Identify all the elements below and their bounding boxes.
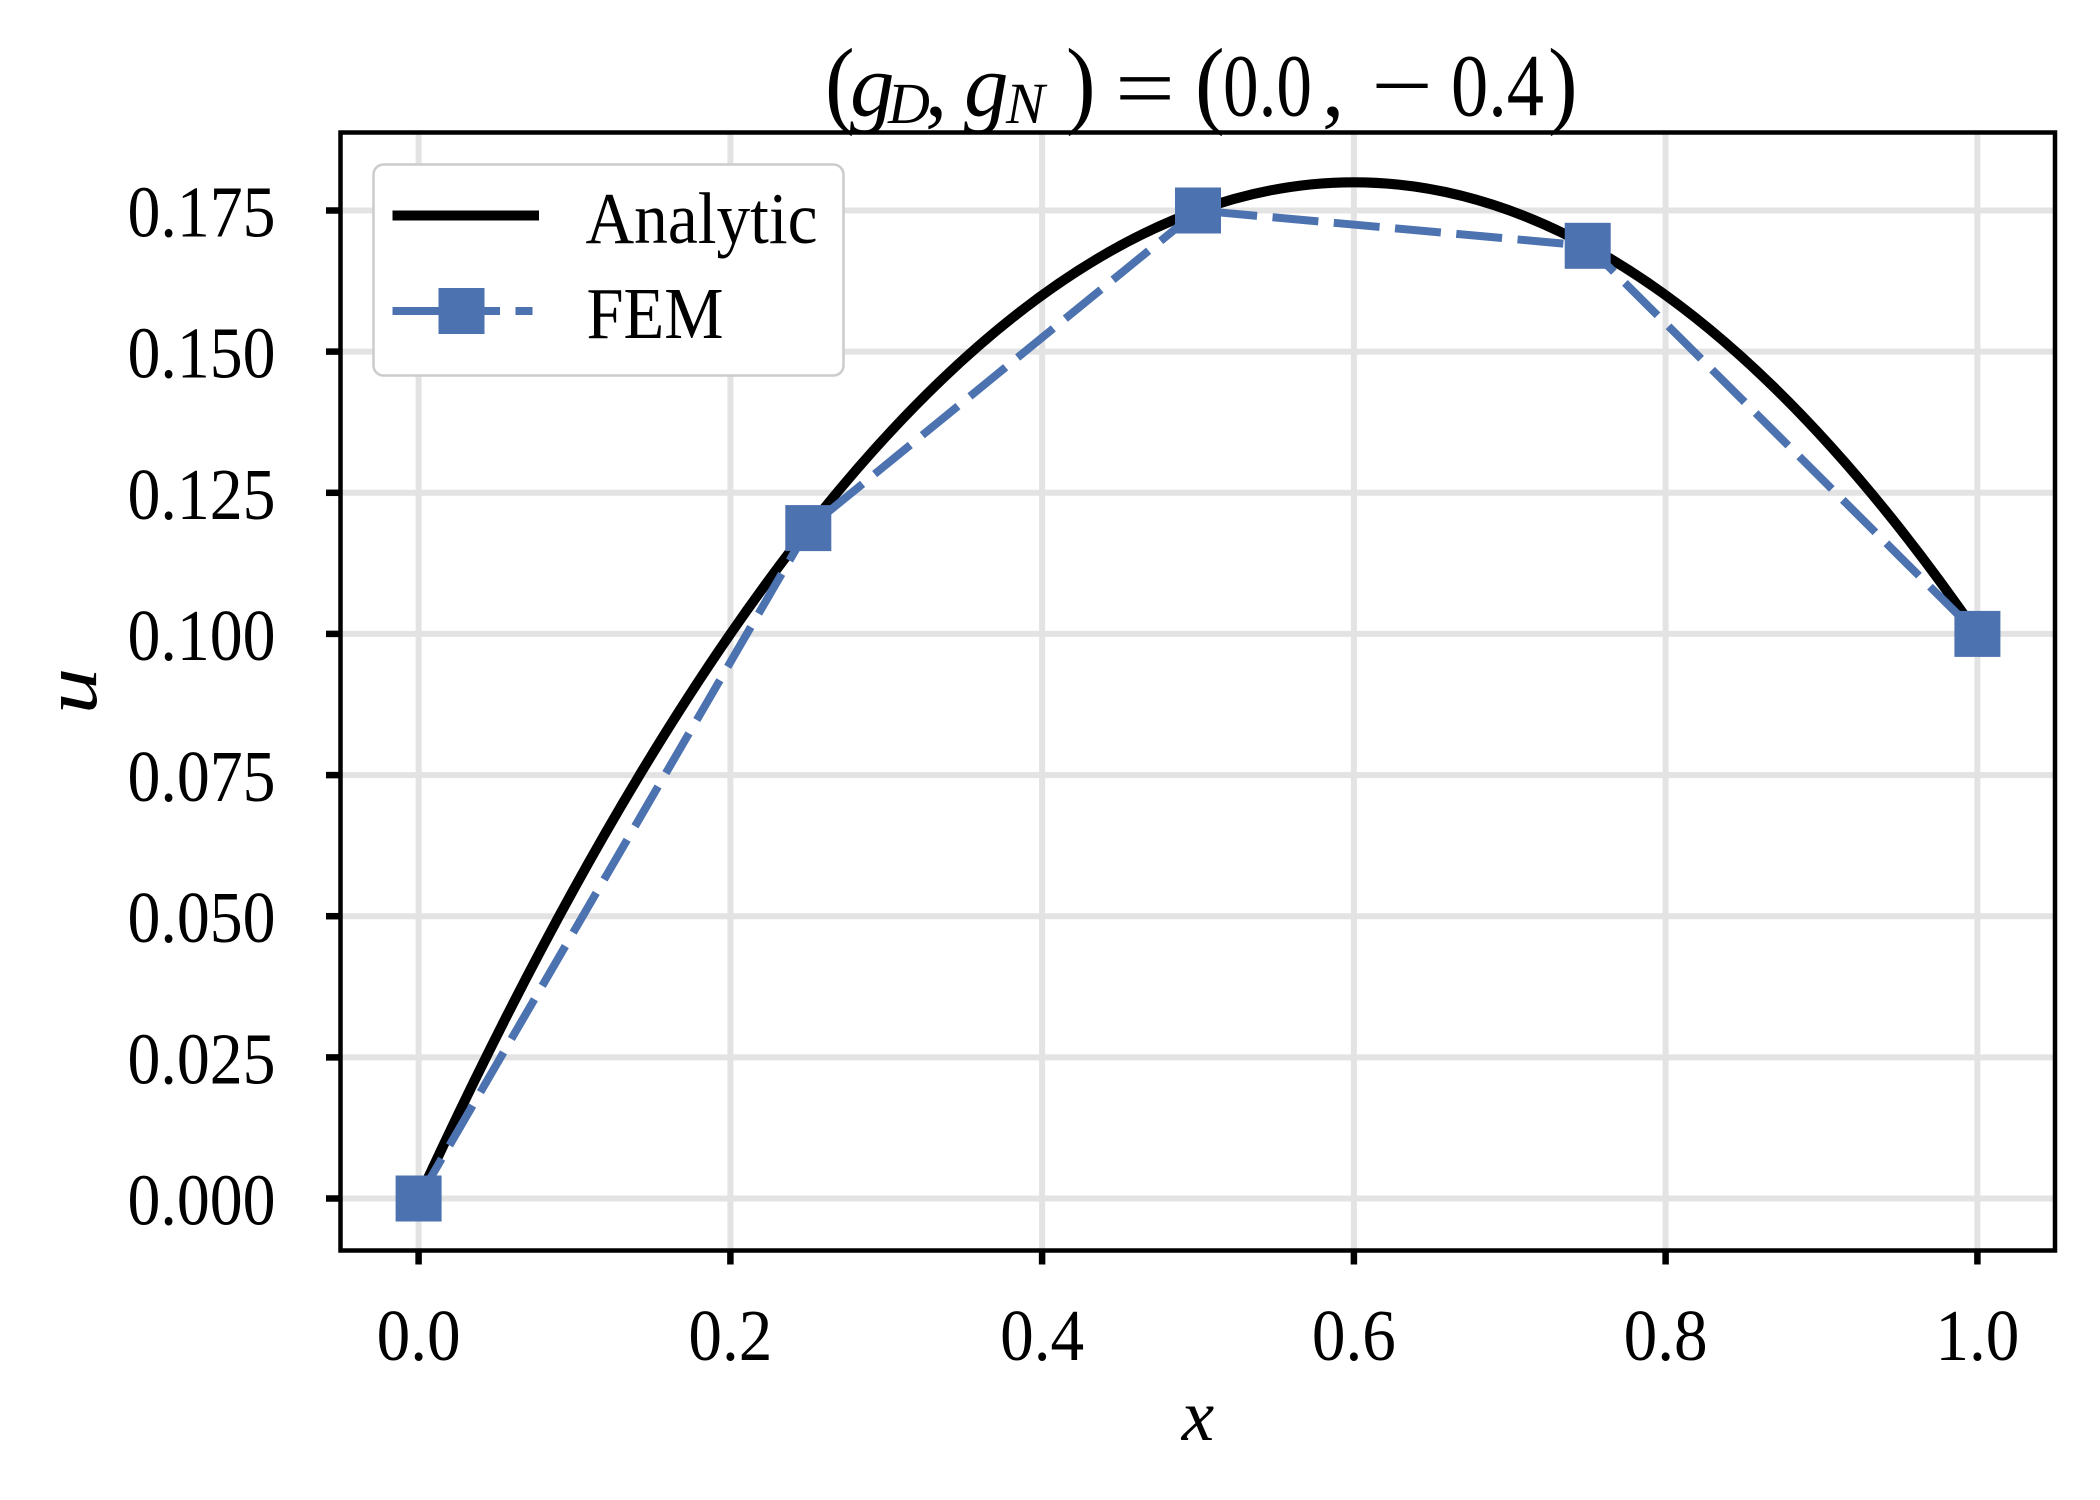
svg-text:0.050: 0.050 xyxy=(128,877,276,958)
svg-text:D: D xyxy=(887,71,930,136)
svg-text:0.2: 0.2 xyxy=(688,1295,772,1376)
svg-text:(: ( xyxy=(825,30,855,138)
svg-text:0.4: 0.4 xyxy=(1000,1295,1084,1376)
svg-text:0.150: 0.150 xyxy=(128,313,276,394)
svg-text:g: g xyxy=(964,38,1009,136)
svg-text:−: − xyxy=(1371,38,1433,136)
svg-text:0.175: 0.175 xyxy=(128,172,276,253)
svg-text:Analytic: Analytic xyxy=(586,178,818,259)
svg-text:0.4: 0.4 xyxy=(1451,38,1544,136)
svg-text:x: x xyxy=(1181,1375,1214,1456)
svg-text:0.025: 0.025 xyxy=(128,1018,276,1099)
svg-text:,: , xyxy=(925,38,947,136)
svg-text:0.0: 0.0 xyxy=(1223,38,1312,136)
svg-text:0.8: 0.8 xyxy=(1624,1295,1708,1376)
svg-text:0.6: 0.6 xyxy=(1312,1295,1396,1376)
svg-text:): ) xyxy=(1548,30,1578,138)
svg-text:N: N xyxy=(1005,71,1048,136)
svg-text:1.0: 1.0 xyxy=(1935,1295,2019,1376)
svg-text:): ) xyxy=(1066,30,1096,138)
svg-text:FEM: FEM xyxy=(587,273,724,354)
svg-text:0.125: 0.125 xyxy=(128,454,276,535)
svg-text:u: u xyxy=(29,668,113,715)
svg-text:0.0: 0.0 xyxy=(377,1295,461,1376)
svg-text:0.000: 0.000 xyxy=(128,1160,276,1241)
svg-text:g: g xyxy=(850,38,895,136)
svg-text:0.100: 0.100 xyxy=(128,595,276,676)
svg-text:,: , xyxy=(1322,38,1344,136)
svg-text:=: = xyxy=(1115,40,1175,138)
svg-text:(: ( xyxy=(1195,30,1225,138)
svg-text:0.075: 0.075 xyxy=(128,736,276,817)
